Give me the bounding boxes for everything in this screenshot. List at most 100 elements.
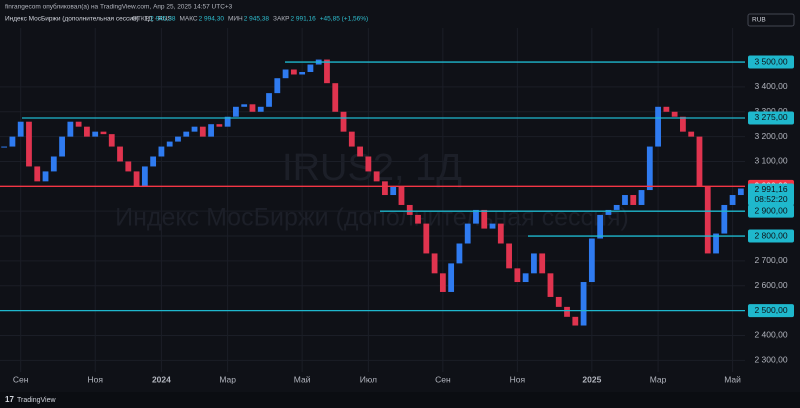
candle: [299, 71, 306, 75]
x-tick-label: Мар: [219, 374, 236, 384]
y-tick-label: 3 100,00: [754, 156, 787, 166]
candle: [522, 273, 529, 283]
candle: [191, 126, 198, 132]
candle: [183, 131, 190, 137]
candle: [655, 106, 661, 147]
y-tick-label: 3 200,00: [754, 131, 787, 141]
candle: [233, 106, 239, 117]
candle: [547, 273, 554, 297]
candle: [713, 233, 719, 254]
level-box: [748, 111, 794, 125]
candle: [721, 204, 728, 234]
candle: [34, 166, 41, 182]
candle: [340, 111, 347, 132]
candle: [100, 131, 107, 135]
x-tick-label: Ноя: [87, 374, 103, 384]
level-box: [748, 55, 794, 69]
candle: [729, 195, 736, 205]
x-tick-label: Сен: [435, 374, 451, 384]
x-tick-label: Май: [724, 374, 741, 384]
level-label: 3 275,00: [754, 112, 787, 122]
candle: [390, 186, 397, 196]
stat-value: 2 991,16: [290, 16, 316, 23]
candle: [17, 121, 24, 137]
y-tick-label: 2 700,00: [754, 255, 787, 265]
countdown: 08:52:20: [754, 194, 787, 204]
candle: [406, 204, 413, 215]
candle: [481, 209, 488, 229]
candle: [290, 69, 297, 75]
candle: [473, 209, 479, 224]
stats: ОТКР 2 945,38 МАКС 2 994,30 МИН 2 945,38 ЗАКР 2…: [132, 16, 368, 23]
watermark-name: Индекс МосБиржи (дополнительная сессия): [115, 204, 629, 232]
stat-label: ОТКР: [132, 16, 149, 23]
stat-value: 2 994,30: [199, 16, 225, 23]
candle: [580, 282, 587, 326]
level-box: [748, 204, 794, 218]
footer-brand: TradingView: [17, 397, 56, 404]
candle: [365, 156, 372, 172]
candle: [696, 136, 703, 187]
candle: [555, 296, 562, 307]
candle: [415, 214, 421, 224]
candle: [382, 181, 388, 196]
candle: [26, 121, 32, 167]
candle: [141, 166, 148, 187]
x-tick-label: Май: [294, 374, 311, 384]
candle: [514, 268, 521, 283]
candle: [613, 204, 620, 210]
currency-button[interactable]: [747, 13, 795, 27]
price-box: [748, 183, 794, 206]
candle: [506, 243, 512, 269]
candle: [357, 146, 363, 157]
candle: [150, 156, 157, 167]
candle: [588, 238, 595, 283]
candle: [125, 161, 132, 172]
candle: [423, 223, 430, 254]
x-tick-label: 2025: [582, 374, 601, 384]
candle: [539, 253, 546, 274]
candle: [431, 253, 438, 274]
candle: [373, 171, 380, 182]
candle: [456, 243, 463, 264]
candle: [646, 146, 653, 191]
candle: [497, 223, 504, 244]
y-tick-label: 3 400,00: [754, 81, 787, 91]
candle: [398, 186, 405, 205]
candle: [332, 83, 339, 112]
change: +45,85 (+1,56%): [320, 16, 368, 23]
candle: [92, 131, 99, 137]
candle: [158, 146, 165, 157]
candle: [282, 69, 289, 79]
currency[interactable]: RUB: [752, 17, 766, 24]
level-label: 2 500,00: [754, 305, 787, 315]
price-label: 2 991,16: [754, 184, 787, 194]
candle: [175, 136, 181, 142]
candle: [208, 124, 214, 137]
footer-bar: [0, 392, 800, 408]
candle: [166, 141, 173, 147]
level-label: 3 500,00: [754, 56, 787, 66]
level-box: [748, 229, 794, 243]
candle: [274, 78, 281, 94]
candle: [199, 126, 206, 137]
candle: [257, 106, 264, 112]
level-box: [748, 304, 794, 318]
stat-label: МИН: [228, 16, 243, 23]
candle: [324, 59, 330, 84]
candle: [307, 64, 314, 72]
candle: [572, 316, 579, 326]
candle: [704, 186, 711, 254]
candle: [108, 134, 115, 147]
candle: [663, 106, 670, 112]
stat-label: МАКС: [179, 16, 197, 23]
candle: [564, 306, 570, 317]
symbol: Индекс МосБиржи (дополнительная сессия) …: [5, 16, 173, 23]
candle: [671, 111, 678, 117]
candle: [622, 195, 628, 205]
level-label: 2 800,00: [754, 230, 787, 240]
candle: [630, 195, 637, 205]
candle: [266, 93, 272, 107]
x-tick-label: Июл: [360, 374, 377, 384]
